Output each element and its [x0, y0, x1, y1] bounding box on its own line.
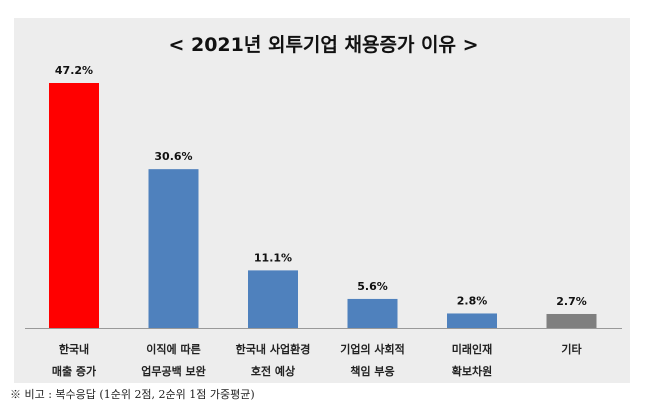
- data-label: 2.8%: [457, 294, 488, 307]
- category-label: 한국내: [59, 342, 89, 356]
- data-label: 5.6%: [357, 280, 388, 293]
- category-label: 매출 증가: [52, 364, 96, 378]
- bar: [49, 83, 99, 328]
- data-label: 11.1%: [254, 251, 292, 264]
- category-label: 호전 예상: [251, 364, 295, 378]
- category-label: 미래인재: [452, 342, 492, 356]
- category-label: 이직에 따른: [146, 342, 200, 356]
- data-label: 47.2%: [55, 64, 93, 77]
- category-label: 업무공백 보완: [141, 364, 206, 378]
- chart-panel: [14, 18, 630, 383]
- category-label: 확보차원: [452, 364, 492, 378]
- bar: [248, 270, 298, 328]
- chart-title: < 2021년 외투기업 채용증가 이유 >: [168, 34, 479, 56]
- bar: [447, 313, 497, 328]
- bar: [546, 313, 597, 328]
- category-label: 기타: [561, 342, 582, 356]
- bar: [148, 169, 199, 328]
- category-label: 한국내 사업환경: [236, 342, 311, 356]
- category-label: 책임 부응: [350, 364, 394, 378]
- data-label: 30.6%: [154, 150, 192, 163]
- bar: [347, 298, 398, 328]
- category-label: 기업의 사회적: [340, 342, 405, 356]
- data-label: 2.7%: [556, 295, 587, 308]
- footnote: ※ 비고 : 복수응답 (1순위 2점, 2순위 1점 가중평균): [10, 388, 255, 401]
